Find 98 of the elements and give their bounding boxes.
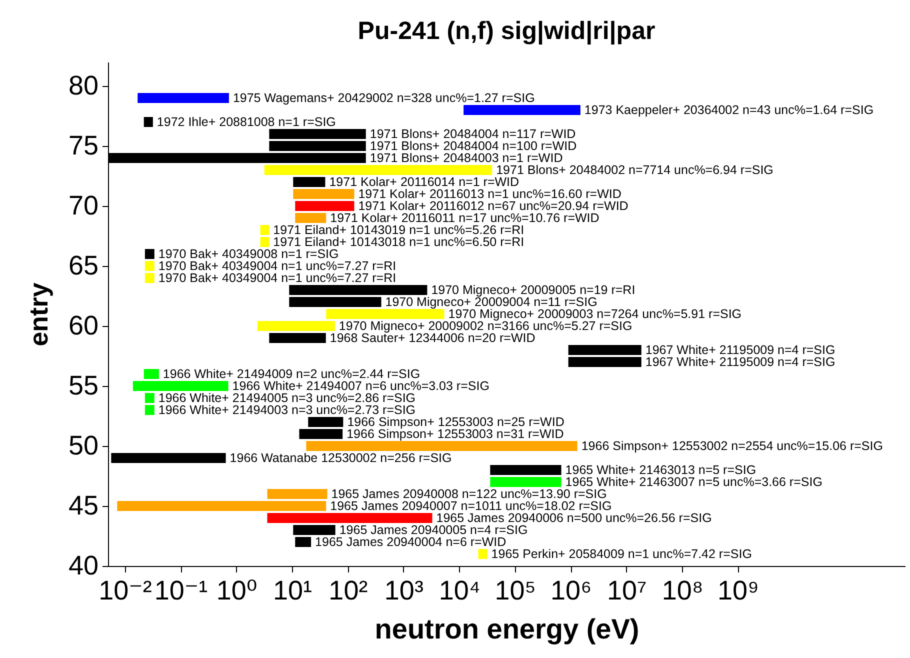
y-tick-label: 60	[68, 310, 98, 340]
bar	[306, 441, 578, 451]
annotation: 1970 Migneco+ 20009003 n=7264 unc%=5.91 r=SIG	[448, 307, 742, 321]
annotation: 1971 Blons+ 20484003 n=1 r=WID	[370, 151, 563, 165]
y-tick-label: 40	[68, 550, 98, 580]
annotation: 1971 Kolar+ 20116013 n=1 unc%=16.60 r=WID	[358, 187, 622, 201]
x-tick-label: 10⁴	[438, 576, 480, 606]
annotation: 1966 White+ 21494003 n=3 unc%=2.73 r=SIG	[158, 403, 416, 417]
x-tick-label: 10¹	[272, 576, 312, 606]
annotation: 1966 Simpson+ 12553003 n=25 r=WID	[347, 415, 564, 429]
bar	[295, 537, 312, 547]
annotation: 1967 White+ 21195009 n=4 r=SIG	[645, 355, 836, 369]
bar	[264, 165, 492, 175]
annotation: 1966 White+ 21494009 n=2 unc%=2.44 r=SIG	[162, 367, 420, 381]
bar	[295, 201, 354, 211]
bar	[267, 489, 328, 499]
bar	[568, 345, 642, 355]
annotation: 1971 Eiland+ 10143019 n=1 unc%=5.26 r=RI	[273, 223, 524, 237]
x-tick-label: 10⁷	[606, 576, 647, 606]
y-tick-label: 65	[68, 250, 98, 280]
annotation: 1965 White+ 21463013 n=5 r=SIG	[565, 463, 756, 477]
bar	[568, 357, 642, 367]
bar	[464, 105, 580, 115]
y-tick-label: 55	[68, 370, 98, 400]
annotation: 1971 Blons+ 20484002 n=7714 unc%=6.94 r=SIG	[496, 163, 774, 177]
annotation: 1966 Simpson+ 12553003 n=31 r=WID	[346, 427, 564, 441]
annotation: 1966 White+ 21494007 n=6 unc%=3.03 r=SIG	[232, 379, 490, 393]
bar	[293, 189, 354, 199]
annotation: 1973 Kaeppeler+ 20364002 n=43 unc%=1.64 r=SIG	[584, 103, 874, 117]
annotation: 1965 James 20940008 n=122 unc%=13.90 r=SIG	[331, 487, 607, 501]
bar	[144, 117, 153, 127]
annotation: 1975 Wagemans+ 20429002 n=328 unc%=1.27 r=SIG	[232, 91, 535, 105]
annotation: 1965 James 20940005 n=4 r=SIG	[339, 523, 528, 537]
bar	[144, 273, 154, 283]
x-axis-title: neutron energy (eV)	[374, 614, 640, 644]
annotation: 1967 White+ 21195009 n=4 r=SIG	[645, 343, 836, 357]
annotation: 1971 Blons+ 20484004 n=117 r=WID	[370, 127, 576, 141]
bar	[293, 525, 336, 535]
bar	[269, 129, 366, 139]
bar	[144, 261, 154, 271]
annotation: 1971 Kolar+ 20116012 n=67 unc%=20.94 r=WID	[358, 199, 628, 213]
x-tick-label: 10⁶	[550, 576, 592, 606]
y-tick-label: 75	[68, 130, 98, 160]
bar	[132, 381, 228, 391]
annotation: 1970 Bak+ 40349008 n=1 r=SIG	[158, 247, 339, 261]
chart-title: Pu-241 (n,f) sig|wid|ri|par	[358, 17, 656, 45]
bar	[144, 369, 159, 379]
bar	[295, 213, 326, 223]
annotation: 1966 White+ 21494005 n=3 unc%=2.86 r=SIG	[158, 391, 416, 405]
annotation: 1965 Perkin+ 20584009 n=1 unc%=7.42 r=SIG	[491, 547, 752, 561]
bar	[144, 249, 154, 259]
x-tick-label: 10⁻¹	[154, 576, 208, 606]
x-tick-label: 10⁹	[718, 576, 760, 606]
bar	[117, 501, 326, 511]
bar	[111, 453, 226, 463]
bar	[269, 141, 366, 151]
bar	[260, 225, 270, 235]
bar	[490, 465, 562, 475]
y-tick-label: 80	[68, 70, 98, 100]
annotation: 1970 Migneco+ 20009005 n=19 r=RI	[431, 283, 636, 297]
x-tick-label: 10³	[384, 576, 424, 606]
annotation: 1971 Kolar+ 20116011 n=17 unc%=10.76 r=WID	[330, 211, 600, 225]
bar	[260, 237, 270, 247]
bar	[267, 513, 432, 523]
annotation: 1966 Watanabe 12530002 n=256 r=SIG	[230, 451, 452, 465]
y-tick-label: 50	[68, 430, 98, 460]
bar	[308, 417, 344, 427]
annotation: 1965 White+ 21463007 n=5 unc%=3.66 r=SIG	[565, 475, 822, 489]
annotation: 1971 Blons+ 20484004 n=100 r=WID	[370, 139, 577, 153]
x-tick-label: 10²	[328, 576, 368, 606]
y-tick-label: 45	[68, 490, 98, 520]
bar	[299, 429, 343, 439]
annotation: 1972 Ihle+ 20881008 n=1 r=SIG	[156, 115, 336, 129]
y-tick-label: 70	[68, 190, 98, 220]
bar	[478, 549, 488, 559]
annotation: 1965 James 20940004 n=6 r=WID	[315, 535, 506, 549]
annotation: 1970 Bak+ 40349004 n=1 unc%=7.27 r=RI	[158, 271, 396, 285]
annotation: 1971 Eiland+ 10143018 n=1 unc%=6.50 r=RI	[273, 235, 524, 249]
y-axis-title: entry	[23, 282, 54, 346]
bar	[293, 177, 326, 187]
bar	[257, 321, 335, 331]
annotation: 1970 Bak+ 40349004 n=1 unc%=7.27 r=RI	[158, 259, 396, 273]
annotation: 1971 Kolar+ 20116014 n=1 r=WID	[329, 175, 520, 189]
bar	[269, 333, 326, 343]
bar	[326, 309, 444, 319]
annotation: 1965 James 20940007 n=1011 unc%=18.02 r=SIG	[330, 499, 612, 513]
bar	[490, 477, 562, 487]
bar	[144, 405, 154, 415]
x-tick-label: 10⁻²	[98, 576, 152, 606]
x-tick-label: 10⁵	[494, 576, 536, 606]
bar	[289, 285, 428, 295]
bar	[138, 93, 229, 103]
x-tick-label: 10⁸	[662, 576, 704, 606]
annotation: 1966 Simpson+ 12553002 n=2554 unc%=15.06 r=SIG	[581, 439, 883, 453]
bar	[289, 297, 382, 307]
annotation: 1965 James 20940006 n=500 unc%=26.56 r=SIG	[436, 511, 712, 525]
bar	[144, 393, 154, 403]
x-tick-label: 10⁰	[216, 576, 258, 606]
